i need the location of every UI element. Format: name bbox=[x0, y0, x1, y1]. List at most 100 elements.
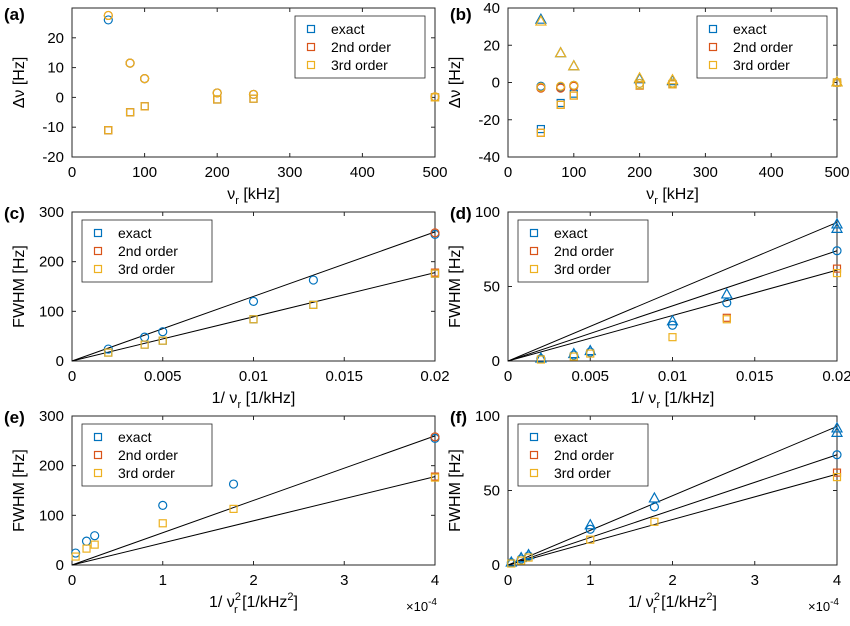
x-tick-label: 0.015 bbox=[736, 368, 774, 385]
legend-box bbox=[81, 423, 213, 487]
legend-marker bbox=[93, 264, 103, 274]
x-axis-label: 1/ ν2 r [1/kHz2] bbox=[209, 591, 298, 616]
y-tick-label: 100 bbox=[39, 507, 64, 524]
data-point-circle bbox=[158, 500, 168, 510]
legend-label: exact bbox=[331, 21, 365, 37]
legend-marker bbox=[93, 432, 103, 442]
data-point-square bbox=[140, 102, 149, 111]
data-point-triangle bbox=[830, 426, 844, 437]
data-point-circle bbox=[248, 89, 259, 100]
data-point-triangle bbox=[830, 217, 844, 229]
x-tick-label: 300 bbox=[693, 164, 718, 181]
y-tick-label: 300 bbox=[39, 204, 64, 221]
x-tick-label: 1 bbox=[586, 572, 594, 589]
data-point-square bbox=[104, 126, 113, 135]
legend-box bbox=[517, 423, 649, 487]
y-tick-label: 20 bbox=[483, 37, 500, 54]
legend-label: exact bbox=[554, 225, 588, 241]
legend: exact 2nd order 3rd order bbox=[517, 219, 649, 283]
data-point-square bbox=[586, 349, 595, 358]
panel-f: 0 1 2 3 4 0 50 100 (f) FWHM [Hz] 1/ ν2 r [1/kHz2] ×1… bbox=[447, 408, 844, 616]
legend-marker bbox=[306, 24, 316, 34]
legend: exact 2nd order 3rd order bbox=[294, 15, 426, 79]
legend-label: 2nd order bbox=[733, 39, 793, 55]
x-tick-label: 500 bbox=[422, 164, 447, 181]
legend-box bbox=[696, 15, 828, 79]
y-axis-label: FWHM [Hz] bbox=[447, 449, 464, 532]
x-tick-label: 500 bbox=[824, 164, 849, 181]
legend-marker bbox=[529, 228, 539, 238]
panel-letter: (e) bbox=[4, 408, 25, 427]
panel-letter: (b) bbox=[450, 5, 472, 24]
data-point-square bbox=[832, 78, 842, 87]
legend-label: 2nd order bbox=[331, 39, 391, 55]
data-point-triangle bbox=[830, 222, 844, 233]
data-point-circle bbox=[832, 246, 842, 256]
panel-a: 0 100 200 300 400 500 -20 -10 0 10 20 (a) Δν [Hz] νr … bbox=[4, 5, 448, 207]
data-point-square bbox=[213, 95, 222, 104]
fit-line bbox=[71, 476, 436, 566]
data-point-square bbox=[556, 100, 565, 109]
x-tick-label: 0 bbox=[68, 164, 76, 181]
data-point-circle bbox=[228, 479, 239, 489]
data-point-triangle bbox=[584, 518, 597, 530]
data-point-square bbox=[82, 544, 91, 553]
data-point-square bbox=[569, 89, 578, 98]
data-point-circle bbox=[103, 10, 113, 21]
fit-line bbox=[507, 250, 838, 362]
data-point-square bbox=[556, 100, 565, 109]
x-multiplier: ×10-4 bbox=[406, 597, 437, 614]
x-tick-label: 100 bbox=[561, 164, 586, 181]
x-tick-label: 0 bbox=[68, 572, 76, 589]
data-point-square bbox=[140, 102, 149, 111]
legend-label: exact bbox=[118, 225, 152, 241]
legend-label: 2nd order bbox=[554, 447, 614, 463]
x-axis-label: 1/ ν2 r [1/kHz2] bbox=[628, 591, 717, 616]
legend-marker bbox=[306, 60, 316, 70]
data-point-square bbox=[536, 355, 546, 364]
x-tick-label: 2 bbox=[249, 572, 257, 589]
x-multiplier: ×10-4 bbox=[808, 597, 839, 614]
data-point-circle bbox=[90, 531, 100, 541]
x-tick-label: 0.01 bbox=[239, 368, 268, 385]
data-point-circle bbox=[140, 332, 150, 342]
legend-marker bbox=[708, 24, 718, 34]
legend: exact 2nd order 3rd order bbox=[696, 15, 828, 79]
y-axis-label: FWHM [Hz] bbox=[11, 245, 28, 328]
x-tick-label: 0 bbox=[504, 572, 512, 589]
data-point-circle bbox=[158, 327, 168, 337]
y-tick-label: 0 bbox=[492, 353, 500, 370]
legend-box bbox=[294, 15, 426, 79]
legend-label: 3rd order bbox=[118, 465, 175, 481]
fit-line bbox=[507, 221, 838, 362]
data-point-triangle bbox=[666, 314, 679, 326]
legend-marker bbox=[529, 450, 539, 460]
data-point-circle bbox=[569, 80, 579, 90]
data-point-circle bbox=[556, 81, 566, 91]
y-tick-label: 200 bbox=[39, 254, 64, 271]
data-point-triangle bbox=[830, 421, 844, 433]
x-axis-label: 1/ νr [1/kHz] bbox=[212, 390, 296, 411]
y-tick-label: 50 bbox=[483, 483, 500, 500]
x-tick-label: 0.015 bbox=[325, 368, 363, 385]
legend-marker bbox=[306, 42, 316, 52]
data-point-circle bbox=[125, 58, 135, 68]
panel-letter: (c) bbox=[4, 204, 25, 223]
data-point-circle bbox=[430, 228, 440, 238]
legend-label: 2nd order bbox=[554, 243, 614, 259]
data-point-square bbox=[249, 94, 258, 103]
data-point-square bbox=[125, 108, 135, 117]
legend-marker bbox=[93, 450, 103, 460]
legend-label: 3rd order bbox=[331, 57, 388, 73]
x-tick-label: 4 bbox=[431, 572, 439, 589]
data-point-square bbox=[309, 300, 318, 309]
x-tick-label: 0 bbox=[504, 164, 512, 181]
y-tick-label: 0 bbox=[492, 75, 500, 92]
data-point-circle bbox=[103, 15, 113, 25]
y-tick-label: -10 bbox=[42, 119, 64, 136]
legend-marker bbox=[93, 228, 103, 238]
x-tick-label: 1 bbox=[159, 572, 167, 589]
data-point-square bbox=[569, 91, 578, 100]
y-tick-label: 0 bbox=[56, 557, 64, 574]
